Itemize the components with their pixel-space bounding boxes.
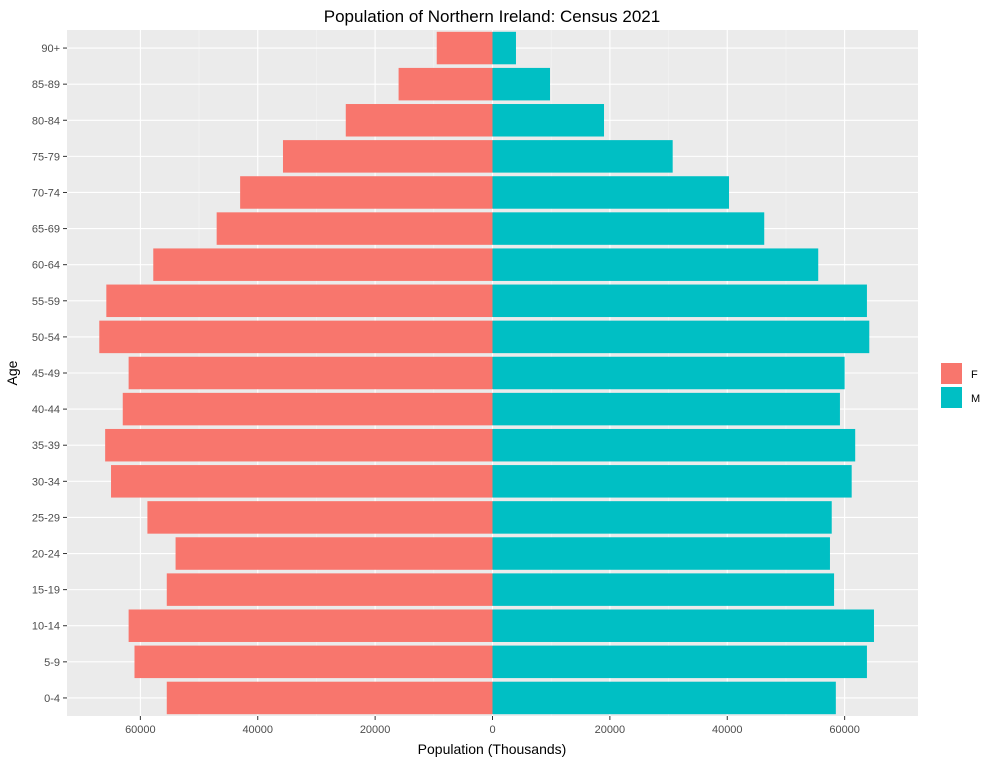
x-tick-label: 40000 <box>712 724 743 736</box>
chart-title: Population of Northern Ireland: Census 2… <box>324 7 660 26</box>
x-tick-label: 20000 <box>360 724 391 736</box>
bar-male-5-9 <box>492 645 867 679</box>
y-axis-title: Age <box>4 360 20 385</box>
bar-female-25-29 <box>147 501 493 534</box>
y-tick-label: 75-79 <box>32 151 60 163</box>
x-tick-label: 60000 <box>125 724 156 736</box>
bar-male-30-34 <box>492 465 852 498</box>
bar-female-35-39 <box>105 428 493 462</box>
legend-label-F: F <box>971 369 978 381</box>
bar-male-25-29 <box>492 501 832 534</box>
y-tick-label: 15-19 <box>32 585 60 597</box>
bar-female-20-24 <box>175 537 493 570</box>
bar-female-45-49 <box>128 356 493 390</box>
y-tick-label: 60-64 <box>32 260 60 272</box>
legend-label-M: M <box>971 393 980 405</box>
y-tick-label: 45-49 <box>32 368 60 380</box>
bar-male-65-69 <box>492 212 765 245</box>
bar-male-35-39 <box>492 428 856 462</box>
y-tick-label: 90+ <box>41 43 60 55</box>
y-tick-label: 65-69 <box>32 224 60 236</box>
y-tick-label: 35-39 <box>32 440 60 452</box>
bar-male-40-44 <box>492 392 840 426</box>
x-tick-label: 20000 <box>595 724 626 736</box>
bar-male-20-24 <box>492 537 830 570</box>
y-tick-label: 70-74 <box>32 187 60 199</box>
y-tick-label: 50-54 <box>32 332 60 344</box>
y-tick-label: 10-14 <box>32 621 60 633</box>
y-tick-label: 5-9 <box>44 657 60 669</box>
y-tick-label: 80-84 <box>32 115 60 127</box>
bar-male-75-79 <box>492 140 673 173</box>
bar-female-85-89 <box>398 67 493 101</box>
bar-male-45-49 <box>492 356 845 390</box>
legend-key-M <box>941 387 962 408</box>
bar-female-55-59 <box>106 284 493 318</box>
legend: FM <box>941 363 980 408</box>
y-tick-label: 0-4 <box>44 693 60 705</box>
bar-male-80-84 <box>492 104 605 137</box>
x-tick-label: 0 <box>489 724 495 736</box>
bar-female-90+ <box>436 31 493 65</box>
bar-male-90+ <box>492 31 516 65</box>
bar-female-80-84 <box>345 104 493 137</box>
y-axis: 0-4 5-9 10-14 15-19 20-24 25-29 30-34 35-39 40-4… <box>32 43 67 705</box>
bar-male-55-59 <box>492 284 867 318</box>
bar-female-15-19 <box>166 573 493 606</box>
bar-male-70-74 <box>492 176 730 209</box>
bar-female-5-9 <box>134 645 493 679</box>
x-tick-label: 60000 <box>829 724 860 736</box>
bar-male-15-19 <box>492 573 835 606</box>
y-tick-label: 55-59 <box>32 296 60 308</box>
bar-female-70-74 <box>240 176 493 209</box>
bar-male-60-64 <box>492 248 819 281</box>
bar-male-50-54 <box>492 320 870 354</box>
y-tick-label: 40-44 <box>32 404 60 416</box>
y-tick-label: 25-29 <box>32 512 60 524</box>
bar-female-50-54 <box>99 320 493 354</box>
bar-male-0-4 <box>492 681 836 715</box>
y-tick-label: 30-34 <box>32 476 60 488</box>
legend-key-F <box>941 363 962 384</box>
bar-female-75-79 <box>282 140 493 173</box>
x-axis-title: Population (Thousands) <box>418 741 567 757</box>
x-axis: 60000 40000 20000 0 20000 40000 60000 <box>125 716 860 736</box>
y-tick-label: 20-24 <box>32 549 60 561</box>
x-tick-label: 40000 <box>242 724 273 736</box>
bar-female-30-34 <box>111 465 493 498</box>
bar-female-0-4 <box>166 681 493 715</box>
bar-female-40-44 <box>122 392 493 426</box>
bar-female-60-64 <box>153 248 493 281</box>
y-tick-label: 85-89 <box>32 79 60 91</box>
bar-male-10-14 <box>492 609 874 642</box>
bar-female-65-69 <box>216 212 493 245</box>
bar-female-10-14 <box>128 609 493 642</box>
bars <box>99 31 874 715</box>
bar-male-85-89 <box>492 67 551 101</box>
